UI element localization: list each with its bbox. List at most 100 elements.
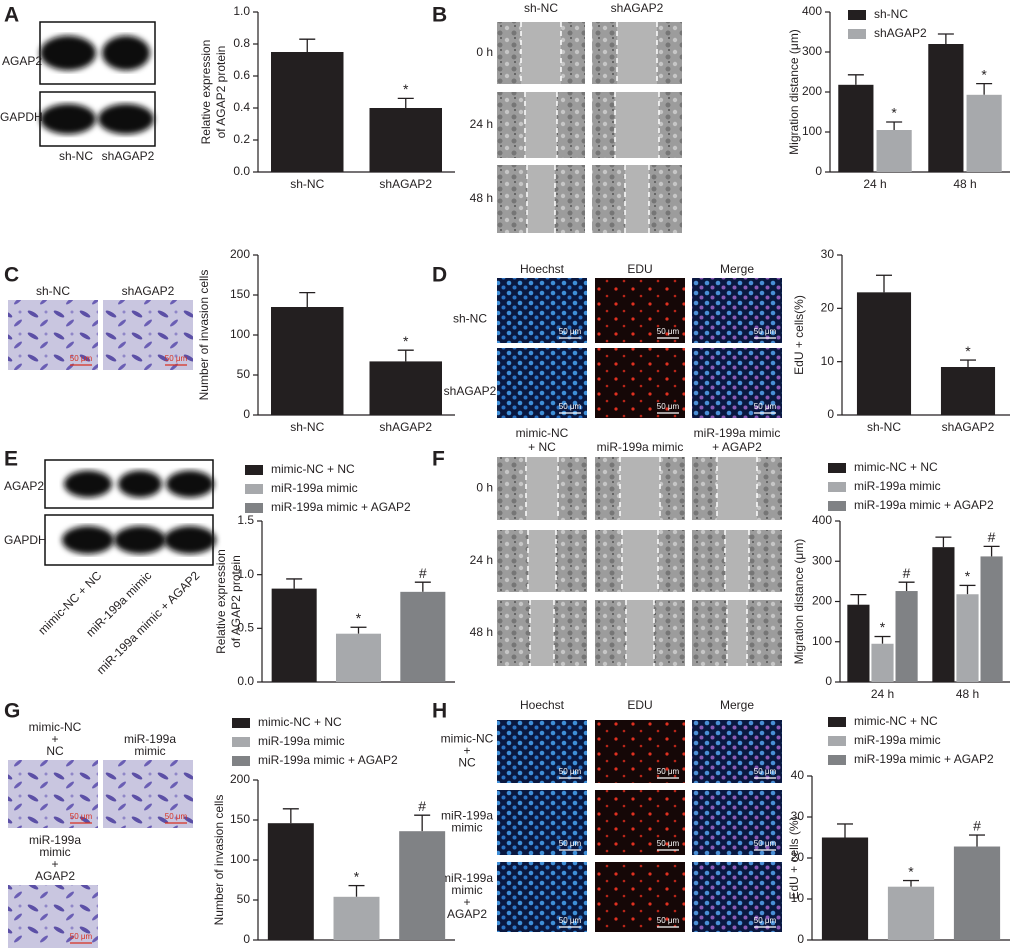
bar <box>333 896 380 940</box>
panel-letter: H <box>432 700 447 723</box>
micrograph <box>692 790 782 855</box>
x-tick-label: 48 h <box>953 177 976 191</box>
y-tick-label: 150 <box>230 287 250 301</box>
micrograph <box>595 720 685 783</box>
y-tick-label: 30 <box>791 809 805 823</box>
row-label: + <box>463 895 470 909</box>
scale-label: 50 μm <box>754 839 777 848</box>
bar <box>980 556 1003 682</box>
scale-label: 50 μm <box>165 812 188 821</box>
legend-swatch <box>245 465 263 475</box>
y-tick-label: 40 <box>791 768 805 782</box>
bar <box>953 846 1001 940</box>
legend-label: shAGAP2 <box>874 26 927 40</box>
y-tick-label: 0.5 <box>237 621 254 635</box>
column-label: EDU <box>627 262 652 276</box>
row-label: 48 h <box>470 625 493 639</box>
y-tick-label: 400 <box>802 4 822 18</box>
lane-label: shAGAP2 <box>102 149 155 163</box>
scratch-gap <box>717 457 757 520</box>
scale-label: 50 μm <box>559 916 582 925</box>
legend-swatch <box>828 501 846 511</box>
legend-swatch <box>232 737 250 747</box>
legend-swatch <box>245 503 263 513</box>
significance-mark: * <box>356 610 362 626</box>
row-label: 0 h <box>476 481 493 495</box>
legend-label: miR-199a mimic <box>271 481 358 495</box>
micrograph <box>595 862 685 932</box>
row-label: 24 h <box>470 553 493 567</box>
micrograph <box>595 348 685 418</box>
bar <box>838 84 874 172</box>
significance-mark: # <box>988 529 996 545</box>
y-axis-label: EdU + cells(%) <box>792 295 806 375</box>
y-axis-label: Migration distance (μm) <box>787 29 801 155</box>
image-label: sh-NC <box>36 284 70 298</box>
column-label: Merge <box>720 698 754 712</box>
y-tick-label: 0 <box>825 674 832 688</box>
scale-label: 50 μm <box>559 402 582 411</box>
micrograph <box>595 790 685 855</box>
row-label: mimic <box>451 883 482 897</box>
scratch-gap <box>620 457 660 520</box>
bar <box>369 361 442 415</box>
blot-band <box>40 103 96 135</box>
y-tick-label: 10 <box>791 891 805 905</box>
lane-label: sh-NC <box>59 149 93 163</box>
y-axis-label: Number of invasion cells <box>197 270 211 401</box>
y-axis-label: of AGAP2 protein <box>214 46 228 139</box>
legend-label: sh-NC <box>874 7 908 21</box>
scratch-gap <box>622 530 658 592</box>
legend-label: mimic-NC + NC <box>854 714 938 728</box>
y-tick-label: 300 <box>802 44 822 58</box>
column-label: miR-199a mimic <box>597 440 684 454</box>
image-label: NC <box>46 744 64 758</box>
y-tick-label: 0.2 <box>233 132 250 146</box>
micrograph <box>8 760 98 828</box>
blot-band <box>64 470 112 498</box>
row-label: 0 h <box>476 45 493 59</box>
row-label: AGAP2 <box>2 54 42 68</box>
column-label: EDU <box>627 698 652 712</box>
scale-label: 50 μm <box>657 767 680 776</box>
image-label: shAGAP2 <box>122 284 175 298</box>
blot-band <box>40 35 96 71</box>
bar <box>271 52 344 172</box>
y-tick-label: 150 <box>230 812 250 826</box>
blot-band <box>62 526 114 554</box>
y-tick-label: 400 <box>812 513 832 527</box>
micrograph <box>497 720 587 783</box>
y-axis-label: Migration distance (μm) <box>792 539 806 665</box>
x-tick-label: 24 h <box>863 177 886 191</box>
y-axis-label: of AGAP2 protein <box>229 555 243 648</box>
y-tick-label: 200 <box>812 594 832 608</box>
micrograph <box>692 278 782 343</box>
row-label: miR-199a <box>441 871 493 885</box>
scale-label: 50 μm <box>70 812 93 821</box>
legend-label: miR-199a mimic <box>854 479 941 493</box>
y-tick-label: 0 <box>243 407 250 421</box>
scratch-gap <box>727 600 747 666</box>
legend-label: miR-199a mimic + AGAP2 <box>854 752 994 766</box>
legend-swatch <box>828 717 846 727</box>
y-tick-label: 0.6 <box>233 68 250 82</box>
row-label: + <box>463 744 470 758</box>
significance-mark: * <box>965 343 971 359</box>
micrograph <box>497 278 587 343</box>
legend-label: mimic-NC + NC <box>271 462 355 476</box>
panel-letter: B <box>432 4 447 27</box>
y-tick-label: 50 <box>237 892 251 906</box>
legend-label: mimic-NC + NC <box>258 715 342 729</box>
legend-swatch <box>828 463 846 473</box>
micrograph <box>497 862 587 932</box>
significance-mark: # <box>973 818 981 834</box>
bar <box>335 633 382 682</box>
y-tick-label: 0 <box>815 164 822 178</box>
column-label: + AGAP2 <box>712 440 762 454</box>
x-tick-label: sh-NC <box>867 420 901 434</box>
image-label: + <box>51 732 58 746</box>
micrograph <box>692 720 782 783</box>
y-axis-label: Number of invasion cells <box>212 795 226 926</box>
blot-band <box>164 526 216 554</box>
bar <box>847 604 870 682</box>
